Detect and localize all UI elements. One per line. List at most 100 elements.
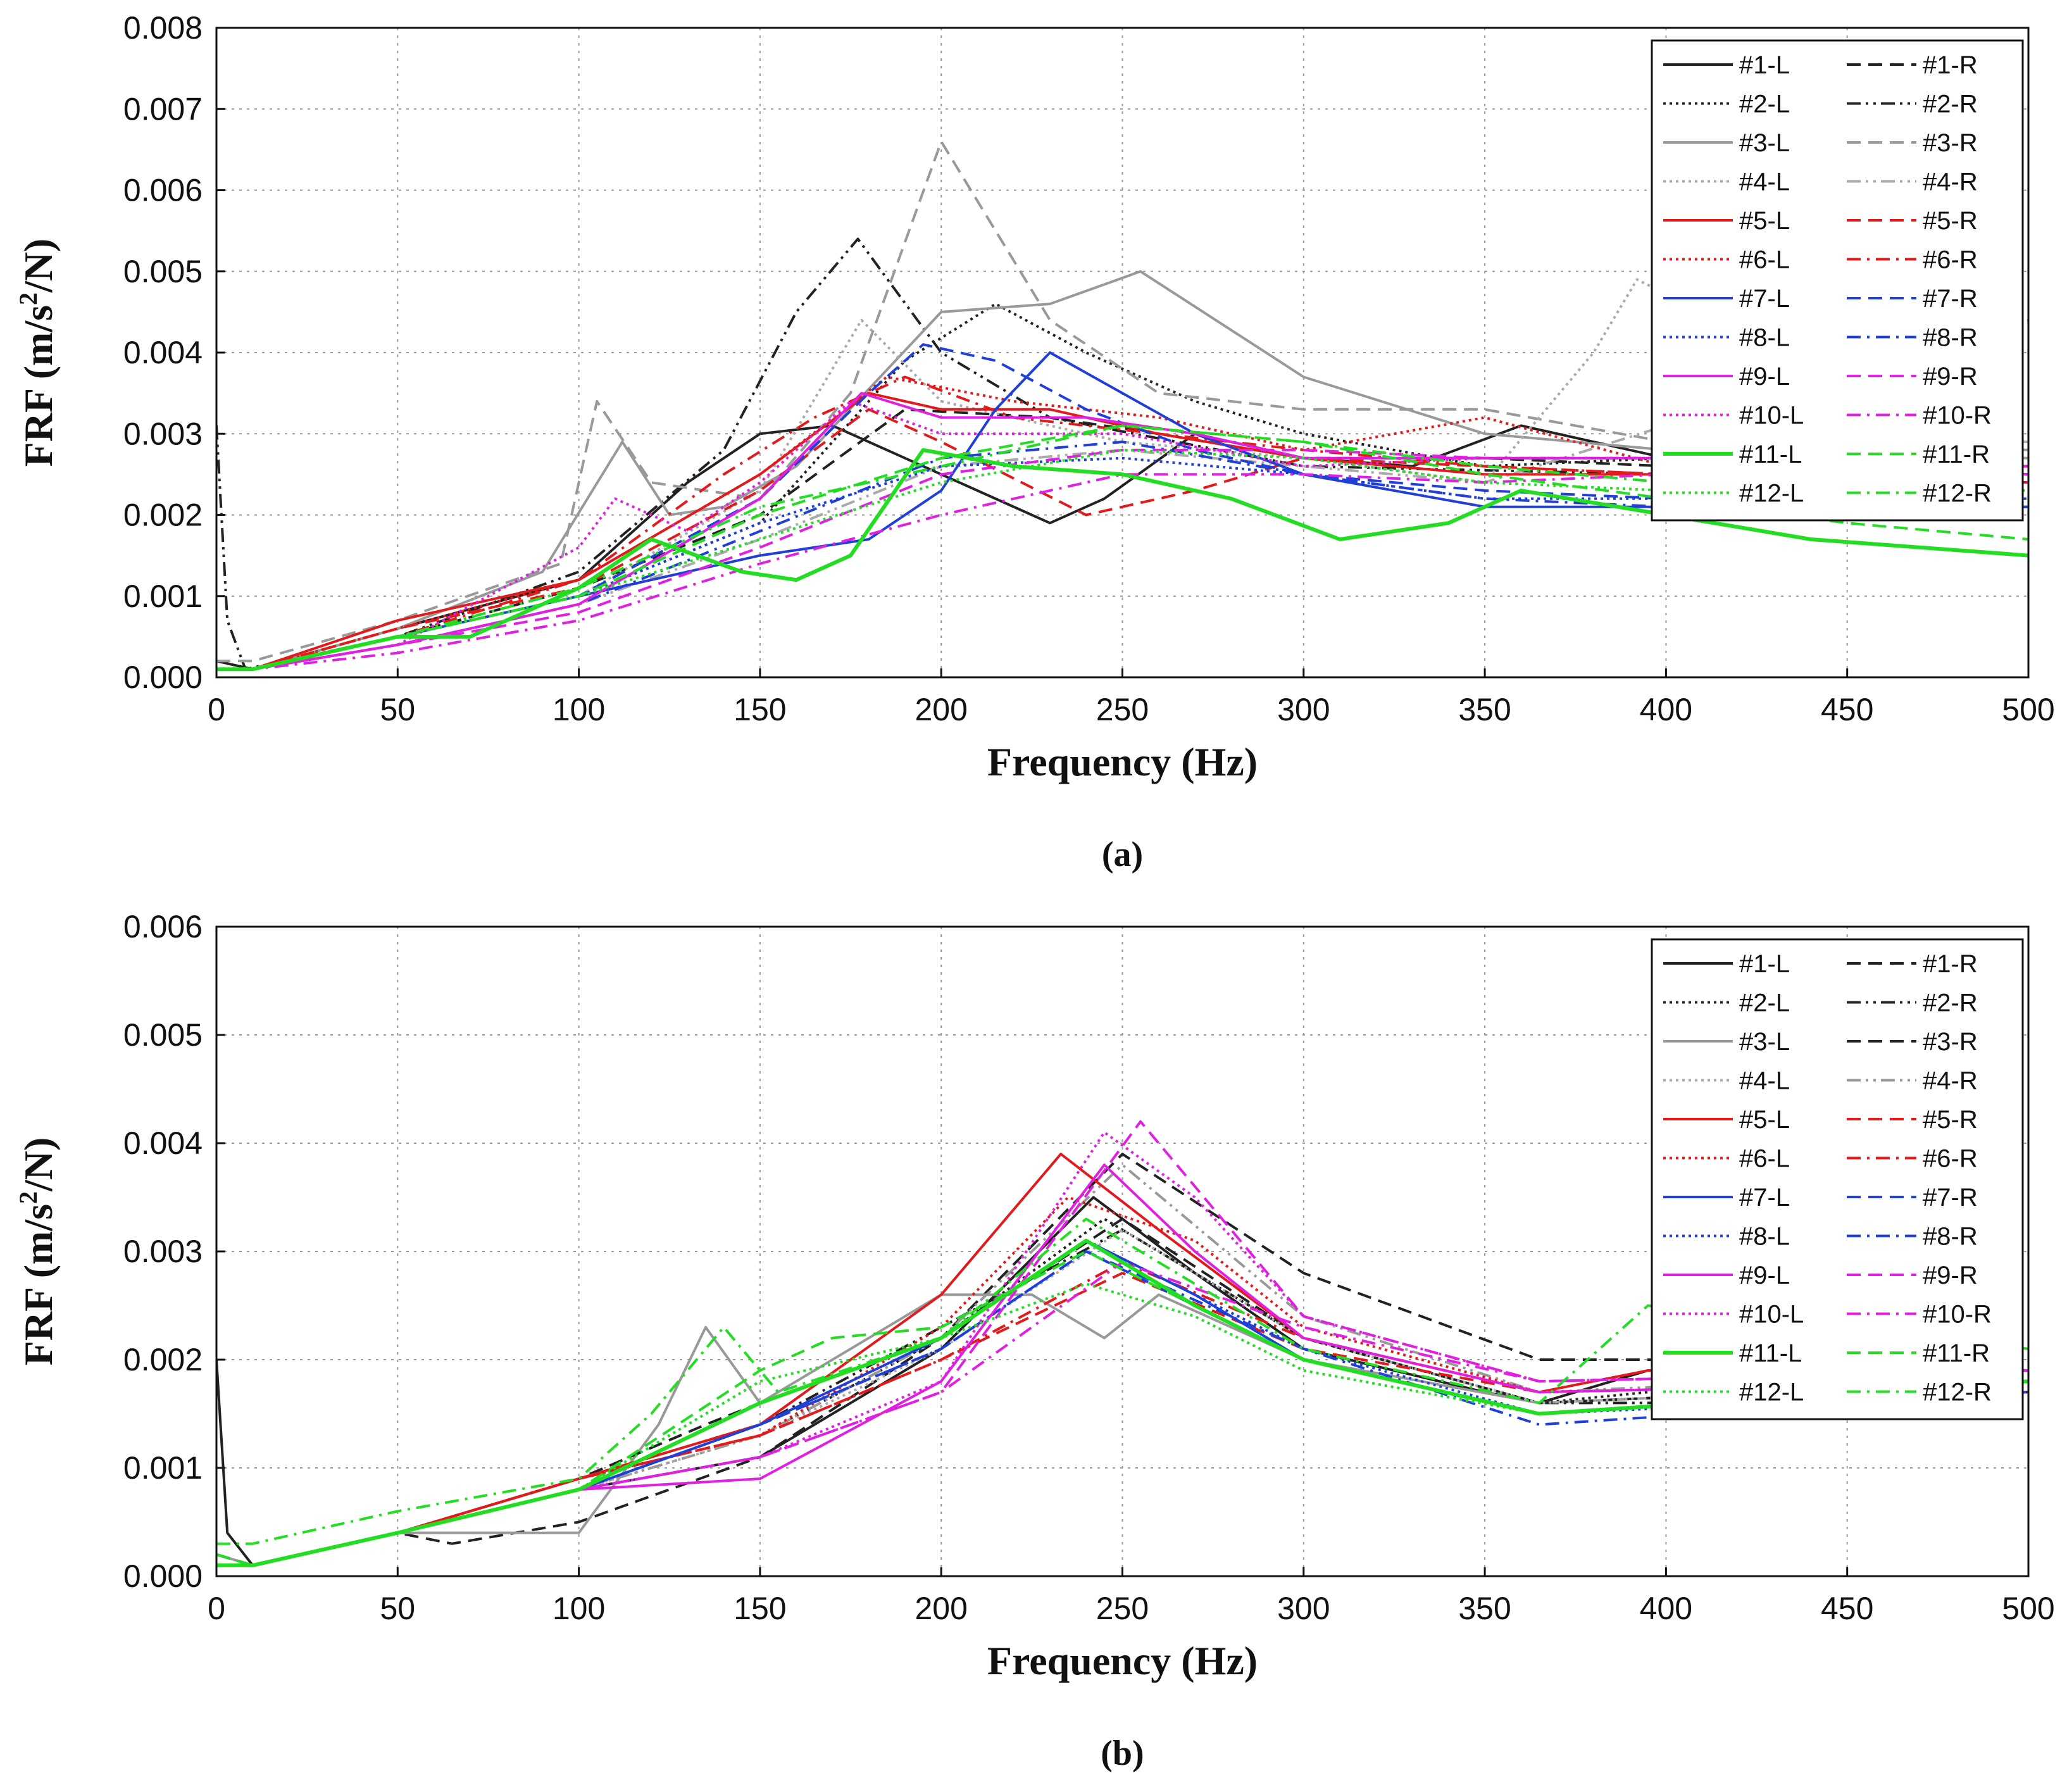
chart-0-legend-label: #9-R [1923, 363, 1978, 391]
chart-1-legend-label: #5-R [1923, 1106, 1978, 1134]
chart-0-legend-box [1651, 39, 2024, 522]
chart-1-legend-label: #2-R [1923, 989, 1978, 1017]
chart-1-legend-label: #7-L [1739, 1184, 1790, 1212]
chart-0-legend-label: #3-R [1923, 129, 1978, 157]
chart-0-series-line-n11-L [216, 448, 2028, 672]
chart-1-legend-label: #9-L [1739, 1262, 1790, 1289]
chart-0-x-tick-label: 400 [1640, 692, 1692, 727]
chart-1-legend-label: #11-R [1923, 1339, 1990, 1367]
chart-0-legend-label: #10-R [1923, 402, 1992, 430]
chart-1-axes-frame [215, 925, 2030, 1577]
chart-1-y-axis-title: FRF (m/s2/N) [14, 1137, 61, 1366]
chart-0-legend-label: #5-L [1739, 207, 1790, 235]
chart-0-x-tick-label: 500 [2002, 692, 2054, 727]
chart-1-legend-label: #6-L [1739, 1145, 1790, 1173]
chart-1-legend-label: #4-R [1923, 1067, 1978, 1095]
chart-0-x-tick-label: 350 [1458, 692, 1511, 727]
chart-0-y-tick-label: 0.007 [123, 91, 203, 127]
chart-1-x-tick-label: 350 [1458, 1591, 1511, 1626]
chart-1-x-axis-title: Frequency (Hz) [987, 1638, 1258, 1683]
chart-0-x-tick-label: 0 [208, 692, 225, 727]
chart-1-legend-label: #7-R [1923, 1184, 1978, 1212]
chart-1-series-line-n8-R [216, 1250, 2028, 1567]
chart-0-legend-label: #5-R [1923, 207, 1978, 235]
chart-1-series-line-n12-L [216, 1282, 2028, 1567]
chart-0-legend-label: #2-R [1923, 91, 1978, 118]
chart-a-svg: 0 50 100 150 200 250 300 350 400 450 500 0.000 0.001… [14, 10, 2055, 874]
chart-1-series-group [216, 1120, 2028, 1567]
chart-1-series-line-n8-L [216, 1239, 2028, 1567]
chart-1-y-tick-label: 0.004 [123, 1125, 203, 1161]
chart-0-x-axis-title: Frequency (Hz) [987, 739, 1258, 784]
chart-1-x-tick-label: 400 [1640, 1591, 1692, 1626]
chart-b-svg: 0 50 100 150 200 250 300 350 400 450 500 0.000 0.001… [14, 909, 2055, 1773]
chart-1-legend-box [1651, 938, 2024, 1420]
chart-0-legend-label: #4-L [1739, 168, 1790, 196]
chart-0-y-tick-label: 0.005 [123, 254, 203, 289]
chart-0-axes-frame [215, 27, 2030, 679]
chart-0-legend-label: #3-L [1739, 129, 1790, 157]
chart-1-y-tick-label: 0.006 [123, 909, 203, 944]
chart-0-legend-label: #12-R [1923, 480, 1992, 508]
chart-1-legend-label: #3-R [1923, 1028, 1978, 1056]
chart-1-legend-label: #6-R [1923, 1145, 1978, 1173]
chart-0-legend-label: #7-R [1923, 285, 1978, 313]
chart-0-legend-label: #1-L [1739, 51, 1790, 79]
chart-0-caption: (a) [1102, 835, 1143, 874]
chart-1-y-tick-label: 0.000 [123, 1558, 203, 1594]
chart-1-legend-label: #1-R [1923, 950, 1978, 978]
chart-1-y-tick-label: 0.003 [123, 1234, 203, 1269]
chart-0-x-tick-label: 200 [915, 692, 967, 727]
chart-1-legend-label: #2-L [1739, 989, 1790, 1017]
chart-1-series-line-n10-R [216, 1261, 2028, 1567]
chart-0-series-line-n5-L [216, 392, 2028, 671]
chart-1-legend-label: #5-L [1739, 1106, 1790, 1134]
chart-0-legend-label: #11-L [1739, 441, 1802, 468]
chart-1-y-tick-label: 0.002 [123, 1342, 203, 1377]
chart-0-legend-label: #7-L [1739, 285, 1790, 313]
chart-0-x-tick-label: 450 [1821, 692, 1873, 727]
chart-0-x-tick-label: 300 [1277, 692, 1330, 727]
chart-0-series-line-n12-L [216, 448, 2028, 671]
chart-0-legend-label: #6-L [1739, 246, 1790, 274]
chart-0-y-axis-title: FRF (m/s2/N) [14, 239, 61, 467]
chart-0-x-tick-label: 50 [380, 692, 415, 727]
chart-1-legend-label: #10-R [1923, 1301, 1992, 1329]
chart-1-legend-label: #12-L [1739, 1379, 1804, 1407]
chart-0-y-tick-label: 0.001 [123, 579, 203, 614]
chart-0-legend-label: #12-L [1739, 480, 1804, 508]
chart-0-y-tick-label: 0.003 [123, 416, 203, 451]
chart-1-x-tick-label: 300 [1277, 1591, 1330, 1626]
chart-1-y-tick-label: 0.001 [123, 1450, 203, 1486]
chart-0-y-tick-label: 0.008 [123, 10, 203, 46]
chart-panel-b: 0 50 100 150 200 250 300 350 400 450 500 0.000 0.001… [0, 899, 2067, 1785]
chart-0-legend-label: #2-L [1739, 91, 1790, 118]
chart-1-x-tick-label: 50 [380, 1591, 415, 1626]
chart-1-caption: (b) [1101, 1734, 1144, 1773]
chart-0-x-tick-label: 150 [734, 692, 786, 727]
chart-0-x-tick-label: 250 [1096, 692, 1149, 727]
chart-1-legend-label: #8-L [1739, 1223, 1790, 1251]
chart-1-legend-label: #1-L [1739, 950, 1790, 978]
chart-0-x-tick-label: 100 [553, 692, 605, 727]
chart-1-x-tick-label: 150 [734, 1591, 786, 1626]
chart-0-series-line-n4-R [216, 424, 2028, 671]
chart-1-series-line-n12-R [216, 1217, 2028, 1545]
chart-1-legend-label: #4-L [1739, 1067, 1790, 1095]
chart-0-y-tick-label: 0.002 [123, 498, 203, 533]
chart-0-y-tick-label: 0.004 [123, 335, 203, 370]
chart-0-legend-label: #11-R [1923, 441, 1990, 468]
chart-1-legend-label: #11-L [1739, 1339, 1802, 1367]
chart-1-y-tick-label: 0.005 [123, 1017, 203, 1053]
chart-0-series-line-n10-R [216, 473, 2028, 671]
chart-1-legend-label: #10-L [1739, 1301, 1804, 1329]
chart-1-legend-label: #3-L [1739, 1028, 1790, 1056]
chart-0-legend-label: #8-L [1739, 324, 1790, 352]
chart-0-legend-label: #10-L [1739, 402, 1804, 430]
chart-1-legend-label: #9-R [1923, 1262, 1978, 1289]
chart-0-legend-label: #6-R [1923, 246, 1978, 274]
chart-0-legend-label: #4-R [1923, 168, 1978, 196]
chart-1-legend-label: #8-R [1923, 1223, 1978, 1251]
chart-0-y-tick-label: 0.006 [123, 173, 203, 208]
chart-0-legend-label: #8-R [1923, 324, 1978, 352]
